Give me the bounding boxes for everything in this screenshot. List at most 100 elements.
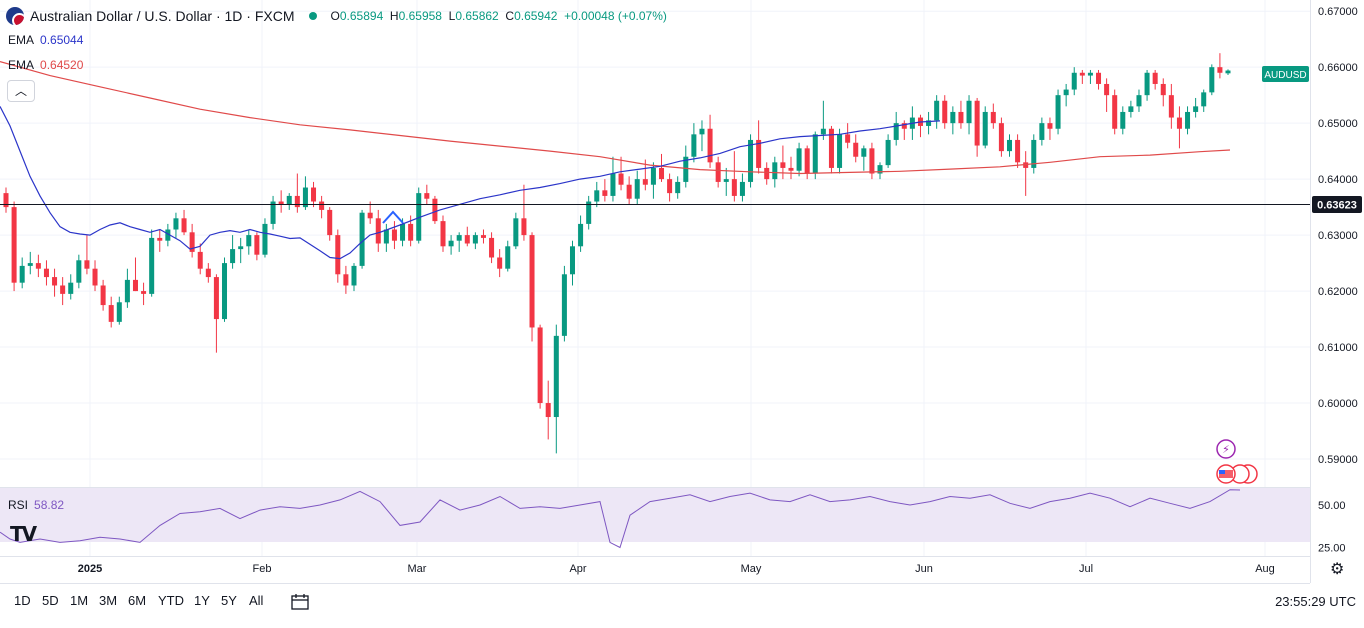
candle-body xyxy=(691,134,697,157)
candle-body xyxy=(351,265,357,286)
ema-fast-line xyxy=(0,106,941,260)
collapse-legend-button[interactable]: ︿ xyxy=(7,80,35,102)
candle-body xyxy=(594,190,600,202)
candle-body xyxy=(820,128,826,135)
settings-gear-icon[interactable]: ⚙ xyxy=(1330,561,1345,578)
price-tick-label: 0.61000 xyxy=(1318,342,1358,354)
time-tick-label: Aug xyxy=(1255,563,1275,575)
candle-body xyxy=(1128,106,1134,112)
candle-body xyxy=(1006,139,1013,152)
candle-body xyxy=(408,223,414,241)
candle-body xyxy=(974,100,980,146)
timeframe-1y[interactable]: 1Y xyxy=(194,593,210,608)
candle-body xyxy=(391,229,397,241)
symbol-badge[interactable]: AUDUSD xyxy=(1264,70,1306,81)
candle-body xyxy=(553,335,559,418)
price-axis-labels: 0.67000 0.66000 0.65000 0.64000 0.63000 0.620… xyxy=(1318,6,1358,466)
calendar-range-icon[interactable] xyxy=(290,592,310,612)
candle-body xyxy=(116,302,122,322)
symbol-badge-bg xyxy=(1262,66,1309,82)
candle-body xyxy=(60,285,66,294)
candle-body xyxy=(1079,72,1085,76)
candle-body xyxy=(1112,95,1118,129)
candle-body xyxy=(472,235,478,244)
candle-body xyxy=(853,142,859,157)
candle-body xyxy=(642,179,648,185)
candle-body xyxy=(602,190,608,196)
price-tick-label: 0.64000 xyxy=(1318,174,1358,186)
lightning-event-icon[interactable] xyxy=(1216,439,1236,459)
candle-body xyxy=(19,265,25,283)
candle-body xyxy=(286,195,292,205)
time-tick-label: Jul xyxy=(1079,563,1093,575)
market-status-dot-icon xyxy=(308,12,317,20)
candle-body xyxy=(464,235,470,244)
candle-body xyxy=(43,268,49,278)
candle-body xyxy=(1096,72,1102,84)
candle-body xyxy=(561,274,567,336)
price-tick-label: 0.66000 xyxy=(1318,62,1358,74)
time-tick-label: Jun xyxy=(915,563,933,575)
candle-body xyxy=(828,128,834,168)
rsi-axis-labels: 50.00 25.00 xyxy=(1318,500,1346,555)
candle-body xyxy=(804,148,810,174)
candle-body xyxy=(675,181,681,194)
ema-slow-legend[interactable]: EMA 0.64520 xyxy=(8,58,84,72)
candle-body xyxy=(1120,111,1126,129)
candle-body xyxy=(812,134,818,174)
candle-body xyxy=(1023,162,1029,168)
tradingview-logo-icon[interactable]: TV xyxy=(10,522,37,546)
timeframe-ytd[interactable]: YTD xyxy=(158,593,184,608)
candle-body xyxy=(262,223,268,255)
candle-body xyxy=(772,162,778,180)
candle-body xyxy=(861,148,867,157)
candle-body xyxy=(416,193,422,241)
candle-body xyxy=(311,187,317,202)
candle-body xyxy=(707,128,713,163)
candle-body xyxy=(618,173,624,185)
candle-body xyxy=(1152,72,1158,84)
candle-body xyxy=(521,218,527,236)
candle-body xyxy=(513,218,519,247)
rsi-legend[interactable]: RSI 58.82 xyxy=(8,498,65,512)
timeframe-5d[interactable]: 5D xyxy=(42,593,59,608)
candle-body xyxy=(254,235,260,255)
candle-body xyxy=(278,201,284,205)
candle-body xyxy=(877,165,883,174)
timeframe-3m[interactable]: 3M xyxy=(99,593,118,608)
candle-body xyxy=(432,198,438,222)
timeframe-5y[interactable]: 5Y xyxy=(221,593,237,608)
candle-body xyxy=(173,218,179,230)
time-tick-label: Feb xyxy=(253,563,272,575)
candle-body xyxy=(788,167,794,171)
candle-body xyxy=(626,184,632,199)
candle-body xyxy=(537,327,543,404)
candle-body xyxy=(1015,139,1021,163)
candle-body xyxy=(659,167,665,180)
timeframe-1m[interactable]: 1M xyxy=(70,593,89,608)
candle-body xyxy=(942,100,948,124)
candle-body xyxy=(1063,89,1069,96)
price-change: +0.00048 (+0.07%) xyxy=(564,9,667,23)
chevron-up-icon: ︿ xyxy=(14,84,27,98)
candle-body xyxy=(529,235,535,328)
candle-body xyxy=(1071,72,1077,90)
candle-body xyxy=(497,257,503,269)
candle-body xyxy=(205,268,211,278)
candle-body xyxy=(723,179,729,182)
ema-fast-legend[interactable]: EMA 0.65044 xyxy=(8,33,84,47)
ohlc-values: O0.65894 H0.65958 L0.65862 C0.65942 +0.0… xyxy=(330,9,667,23)
timeframe-1d[interactable]: 1D xyxy=(14,593,31,608)
candle-body xyxy=(359,212,365,266)
rsi-tick-label: 50.00 xyxy=(1318,500,1346,512)
timeframe-6m[interactable]: 6M xyxy=(128,593,147,608)
price-tick-label: 0.67000 xyxy=(1318,6,1358,18)
candle-body xyxy=(327,209,333,236)
arrow-drawing[interactable] xyxy=(382,210,404,224)
symbol-title[interactable]: Australian Dollar / U.S. Dollar · 1D · F… xyxy=(30,8,295,24)
rsi-line xyxy=(0,489,1241,549)
candle-body xyxy=(958,111,964,124)
timeframe-all[interactable]: All xyxy=(249,593,264,608)
utc-clock[interactable]: 23:55:29 UTC xyxy=(1275,594,1356,609)
